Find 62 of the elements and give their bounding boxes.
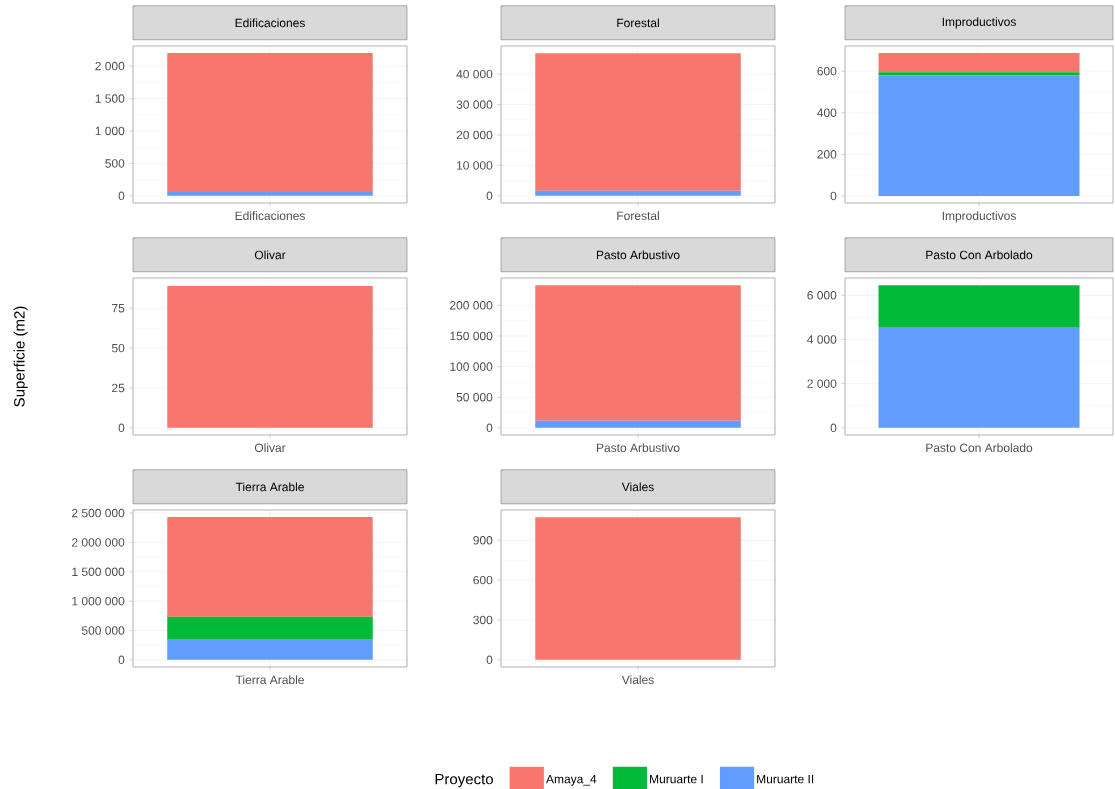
- y-tick-label: 1 000 000: [72, 596, 125, 606]
- y-tick-label: 500: [105, 159, 125, 168]
- y-tick-label: 0: [486, 655, 493, 665]
- y-tick-label: 0: [486, 423, 493, 433]
- bar: [167, 639, 373, 660]
- x-tick-label: Pasto Arbustivo: [596, 443, 680, 452]
- y-tick-label: 2 000: [95, 61, 125, 71]
- chart-title: Tierra Arable: [235, 482, 304, 492]
- bar: [167, 517, 373, 617]
- chart-title: Pasto Con Arbolado: [926, 250, 1033, 260]
- y-tick-label: 600: [473, 575, 493, 585]
- y-tick-label: 0: [830, 423, 837, 433]
- bar: [878, 53, 1080, 73]
- y-tick-label: 10 000: [457, 161, 493, 170]
- y-tick-label: 2 500 000: [72, 508, 125, 518]
- x-tick-label: Olivar: [254, 443, 286, 452]
- y-tick-label: 40 000: [456, 69, 493, 79]
- y-tick-label: 100 000: [450, 362, 493, 371]
- y-tick-label: 600: [817, 66, 837, 76]
- bar: [167, 616, 373, 640]
- legend-label: Muruarte I: [650, 774, 703, 784]
- y-tick-label: 2 000 000: [72, 538, 125, 547]
- y-tick-label: 200: [817, 150, 837, 159]
- y-tick-label: 300: [473, 615, 493, 625]
- chart-title: Pasto Arbustivo: [596, 250, 680, 260]
- bar: [878, 72, 1080, 76]
- y-tick-label: 25: [112, 383, 125, 393]
- y-tick-label: 30 000: [456, 100, 493, 109]
- y-tick-label: 6 000: [807, 291, 837, 300]
- chart-title: Edificaciones: [235, 18, 305, 28]
- y-tick-label: 0: [486, 191, 493, 201]
- y-tick-label: 50: [111, 343, 125, 353]
- y-tick-label: 150 000: [450, 331, 493, 341]
- y-tick-label: 0: [830, 191, 837, 201]
- x-tick-label: Edificaciones: [235, 211, 305, 220]
- y-tick-label: 75: [112, 304, 125, 313]
- y-axis-title: Superficie (m2): [13, 306, 28, 407]
- chart-title: Improductivos: [942, 17, 1016, 29]
- y-tick-label: 500 000: [81, 626, 125, 635]
- bar: [878, 75, 1080, 196]
- y-tick-label: 0: [118, 655, 125, 665]
- chart-title: Viales: [621, 482, 654, 492]
- y-tick-label: 200 000: [450, 301, 493, 310]
- chart-title: Olivar: [254, 250, 286, 260]
- y-tick-label: 4 000: [807, 335, 837, 344]
- y-tick-label: 1 500 000: [72, 567, 125, 577]
- legend-title: Proyecto: [435, 773, 493, 788]
- y-tick-label: 0: [118, 423, 125, 433]
- legend-label: Amaya_4: [546, 774, 597, 786]
- x-tick-label: Pasto Con Arbolado: [926, 443, 1033, 452]
- y-tick-label: 20 000: [456, 130, 493, 140]
- y-tick-label: 400: [817, 108, 837, 117]
- y-tick-label: 50 000: [456, 392, 493, 402]
- legend-label: Muruarte II: [757, 774, 814, 784]
- y-tick-label: 900: [473, 536, 493, 545]
- y-tick-label: 1 000: [95, 126, 125, 136]
- x-tick-label: Forestal: [617, 211, 659, 220]
- y-tick-label: 1 500: [95, 94, 125, 103]
- chart-title: Forestal: [617, 18, 659, 28]
- x-tick-label: Improductivos: [942, 211, 1016, 223]
- y-tick-label: 2 000: [807, 379, 837, 388]
- y-tick-label: 0: [118, 191, 125, 201]
